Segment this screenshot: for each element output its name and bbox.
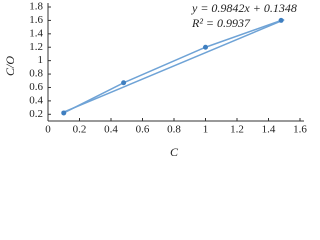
point bbox=[278, 17, 284, 23]
y-tick-label: 1 bbox=[38, 54, 44, 66]
y-tick-label: 1.6 bbox=[29, 14, 43, 26]
y-tick-label: 0.6 bbox=[29, 81, 43, 93]
y-tick-label: 1.2 bbox=[29, 41, 43, 53]
series-line bbox=[63, 19, 282, 114]
r-squared: R² = 0.9937 bbox=[191, 16, 251, 30]
equation: y = 0.9842x + 0.1348 bbox=[191, 1, 297, 15]
x-tick-label: 1.6 bbox=[293, 124, 307, 136]
x-tick-label: 1.4 bbox=[262, 124, 276, 136]
x-axis-label: C bbox=[170, 145, 179, 159]
x-tick-label: 0.6 bbox=[136, 124, 150, 136]
y-tick-label: 0.8 bbox=[29, 68, 43, 80]
point bbox=[121, 80, 127, 86]
x-tick-label: 1.2 bbox=[230, 124, 244, 136]
chart: y = 0.9842x + 0.1348 R² = 0.9937 C C/O 0… bbox=[3, 1, 308, 159]
point bbox=[61, 110, 67, 116]
x-tick-label: 0.4 bbox=[104, 124, 118, 136]
y-tick-label: 0.4 bbox=[29, 94, 43, 106]
point bbox=[203, 44, 208, 50]
x-tick-label: 0.2 bbox=[73, 124, 87, 136]
x-tick-label: 0.8 bbox=[167, 124, 181, 136]
x-tick-label: 0 bbox=[45, 124, 51, 136]
y-tick-label: 0.2 bbox=[29, 108, 43, 120]
y-axis-label: C/O bbox=[3, 56, 17, 76]
trend-line bbox=[63, 18, 285, 113]
y-tick-label: 1.4 bbox=[29, 27, 43, 39]
y-tick-label: 1.8 bbox=[29, 1, 43, 13]
x-tick-label: 1 bbox=[203, 124, 209, 136]
